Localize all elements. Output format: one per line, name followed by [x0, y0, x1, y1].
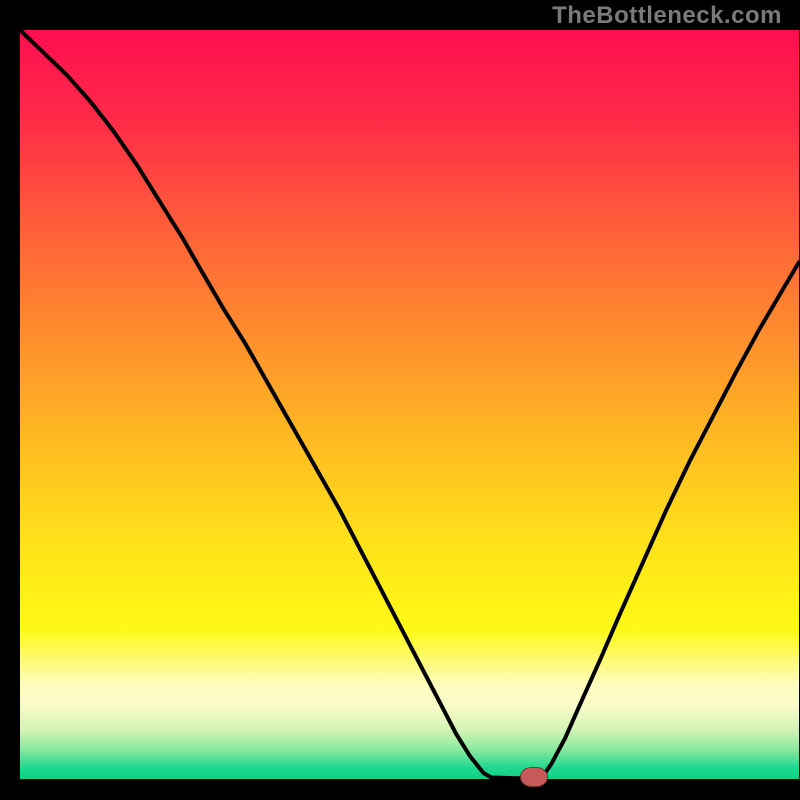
optimal-point-marker — [520, 767, 548, 787]
bottleneck-chart: TheBottleneck.com — [0, 0, 800, 800]
chart-svg — [0, 0, 800, 800]
plot-background — [20, 30, 799, 779]
